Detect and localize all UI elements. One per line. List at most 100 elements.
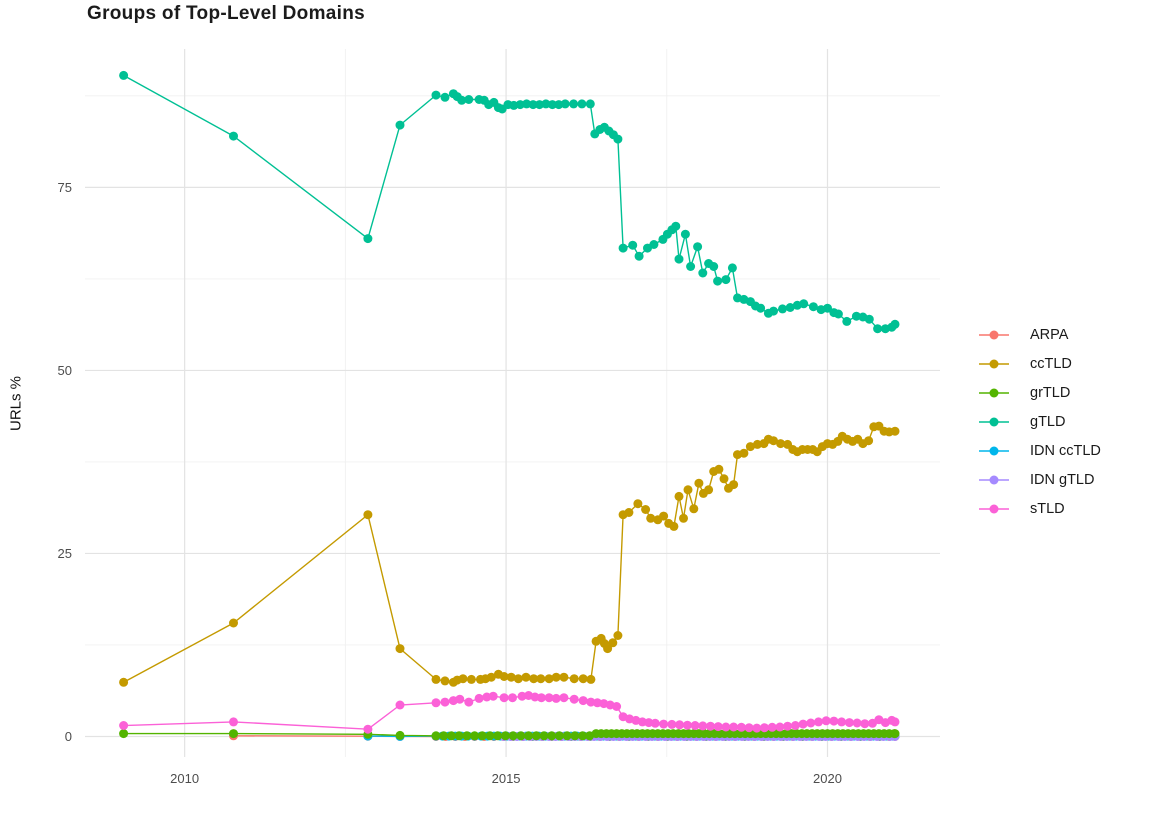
data-point bbox=[864, 314, 874, 324]
data-point bbox=[709, 262, 719, 271]
data-point bbox=[431, 90, 441, 100]
data-point bbox=[719, 474, 729, 484]
data-point bbox=[486, 672, 496, 682]
data-point bbox=[778, 304, 787, 314]
data-point bbox=[798, 719, 808, 729]
data-point bbox=[727, 263, 737, 273]
data-point bbox=[890, 426, 900, 436]
data-point bbox=[395, 120, 405, 130]
data-point bbox=[679, 513, 688, 523]
legend-label: IDN ccTLD bbox=[1030, 442, 1101, 459]
data-point bbox=[698, 268, 708, 278]
x-tick-label: 2020 bbox=[813, 771, 842, 786]
data-point bbox=[860, 719, 870, 729]
data-point bbox=[736, 722, 746, 732]
data-point bbox=[806, 718, 816, 728]
data-point bbox=[454, 731, 464, 741]
data-point bbox=[706, 721, 715, 731]
data-point bbox=[500, 731, 510, 741]
data-point bbox=[531, 731, 541, 741]
data-point bbox=[528, 100, 538, 110]
legend-key-icon bbox=[979, 504, 1009, 513]
legend-item-stld: sTLD bbox=[978, 494, 1101, 523]
legend-item-arpa: ARPA bbox=[978, 320, 1101, 349]
legend-label: sTLD bbox=[1030, 500, 1065, 517]
data-point bbox=[488, 691, 498, 701]
data-point bbox=[457, 95, 467, 105]
data-point bbox=[603, 644, 613, 654]
data-point bbox=[698, 721, 708, 731]
data-point bbox=[671, 221, 681, 231]
data-point bbox=[776, 439, 786, 449]
legend-key-icon bbox=[979, 417, 1009, 426]
data-point bbox=[769, 306, 778, 316]
data-point bbox=[508, 731, 518, 741]
data-point bbox=[554, 731, 564, 741]
data-point bbox=[464, 697, 474, 707]
data-point bbox=[119, 70, 129, 80]
data-point bbox=[559, 693, 569, 703]
x-tick-label: 2010 bbox=[170, 771, 199, 786]
data-point bbox=[745, 442, 755, 452]
series-grtld bbox=[119, 729, 900, 741]
data-point bbox=[569, 99, 579, 109]
data-point bbox=[440, 697, 450, 707]
legend-key-icon bbox=[979, 475, 1009, 484]
data-point bbox=[578, 674, 588, 684]
data-point bbox=[721, 275, 731, 285]
data-point bbox=[363, 234, 373, 244]
data-point bbox=[395, 644, 405, 654]
legend-key-icon bbox=[979, 359, 1009, 368]
data-point bbox=[713, 722, 723, 732]
data-point bbox=[547, 100, 557, 110]
legend-key-icon bbox=[979, 330, 1009, 339]
data-point bbox=[808, 302, 818, 312]
legend-item-cctld: ccTLD bbox=[978, 349, 1101, 378]
data-point bbox=[499, 672, 509, 681]
data-point bbox=[446, 731, 456, 741]
legend-label: ccTLD bbox=[1030, 355, 1072, 372]
data-point bbox=[229, 131, 238, 141]
data-point bbox=[799, 299, 809, 309]
data-point bbox=[522, 99, 532, 109]
data-point bbox=[613, 134, 623, 144]
data-point bbox=[634, 251, 644, 261]
data-point bbox=[559, 672, 569, 682]
data-point bbox=[119, 677, 129, 687]
data-point bbox=[686, 262, 696, 271]
data-point bbox=[586, 674, 596, 684]
data-point bbox=[641, 505, 651, 514]
data-point bbox=[659, 511, 669, 521]
data-point bbox=[517, 691, 527, 701]
data-point bbox=[618, 243, 628, 253]
series-cctld bbox=[119, 421, 900, 687]
data-point bbox=[675, 720, 685, 730]
data-point bbox=[612, 702, 622, 711]
data-point bbox=[585, 99, 595, 109]
data-point bbox=[690, 721, 700, 730]
data-point bbox=[667, 719, 677, 729]
data-point bbox=[439, 731, 449, 741]
data-point bbox=[539, 731, 549, 741]
data-point bbox=[714, 464, 724, 474]
y-tick-label: 25 bbox=[58, 546, 72, 561]
data-point bbox=[431, 674, 441, 684]
data-point bbox=[363, 724, 373, 734]
data-point bbox=[508, 693, 517, 703]
data-point bbox=[683, 485, 693, 495]
data-point bbox=[544, 674, 554, 684]
data-point bbox=[547, 731, 557, 741]
data-point bbox=[119, 729, 129, 739]
data-point bbox=[544, 693, 554, 703]
data-point bbox=[229, 618, 238, 628]
data-point bbox=[229, 729, 238, 739]
data-point bbox=[823, 303, 832, 313]
data-point bbox=[577, 99, 587, 109]
data-point bbox=[682, 720, 692, 730]
data-point bbox=[499, 693, 509, 703]
data-point bbox=[513, 674, 523, 684]
data-point bbox=[506, 672, 516, 682]
data-point bbox=[521, 672, 531, 682]
data-point bbox=[560, 99, 570, 109]
data-point bbox=[837, 717, 847, 727]
